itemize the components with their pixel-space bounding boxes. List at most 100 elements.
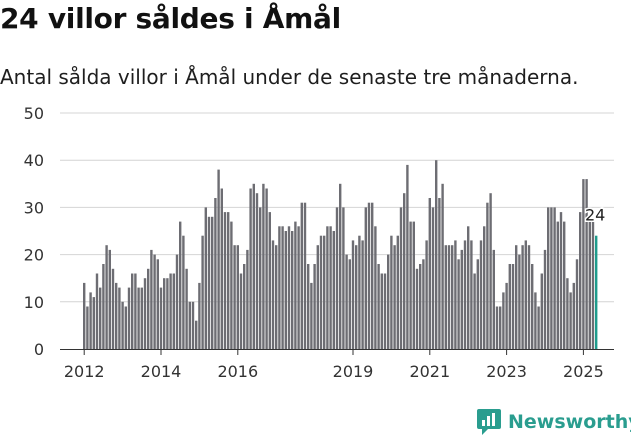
bars <box>83 160 598 349</box>
bar-140 <box>531 264 534 349</box>
bar-14 <box>127 287 131 349</box>
bar-0 <box>83 282 86 349</box>
chart-title: 24 villor såldes i Åmål <box>0 2 341 35</box>
newsworthy-icon <box>477 409 501 435</box>
bar-44 <box>223 212 227 349</box>
bar-91 <box>374 226 377 349</box>
bar-103 <box>412 221 415 349</box>
bar-33 <box>188 301 191 349</box>
bar-107 <box>425 240 428 349</box>
bar-138 <box>524 240 527 349</box>
bar-23 <box>156 259 159 349</box>
bar-46 <box>230 221 233 349</box>
bar-150 <box>563 221 566 349</box>
x-tick-label-2014: 2014 <box>141 362 182 381</box>
bar-104 <box>415 268 419 349</box>
bar-114 <box>447 245 451 349</box>
y-tick-label-40: 40 <box>24 151 44 170</box>
bar-132 <box>505 282 508 349</box>
bar-127 <box>489 193 492 349</box>
bar-13 <box>124 306 127 349</box>
bar-45 <box>227 212 230 349</box>
y-tick-label-50: 50 <box>24 104 44 123</box>
bar-152 <box>569 292 572 349</box>
bar-128 <box>492 249 495 349</box>
last-value-label: 24 <box>585 206 605 225</box>
bar-11 <box>118 287 121 349</box>
bar-83 <box>348 259 351 349</box>
bar-67 <box>297 226 300 349</box>
x-axis-labels: 2012 2014 2016 2019 2021 2023 2025 <box>64 349 604 381</box>
bar-148 <box>556 221 559 349</box>
bar-65 <box>291 231 294 349</box>
bar-12 <box>121 301 124 349</box>
bar-130 <box>499 306 502 349</box>
bar-126 <box>486 202 489 349</box>
bar-55 <box>259 207 262 349</box>
chart-subtitle: Antal sålda villor i Åmål under de senas… <box>0 65 579 89</box>
bar-82 <box>345 254 348 349</box>
bar-149 <box>559 212 563 349</box>
bar-63 <box>284 231 287 349</box>
bar-39 <box>207 216 211 349</box>
bar-4 <box>95 273 99 349</box>
bar-142 <box>537 306 540 349</box>
bar-115 <box>451 245 454 349</box>
bar-38 <box>204 207 207 349</box>
bar-19 <box>143 278 147 349</box>
x-tick-label-2012: 2012 <box>64 362 105 381</box>
bar-53 <box>252 183 255 349</box>
bar-71 <box>310 282 313 349</box>
bar-145 <box>547 207 550 349</box>
bar-1 <box>86 306 89 349</box>
bar-30 <box>179 221 182 349</box>
bar-123 <box>476 259 479 349</box>
bar-66 <box>294 221 297 349</box>
bar-29 <box>175 254 179 349</box>
brand-logo[interactable]: Newsworthy <box>476 408 631 436</box>
bar-108 <box>428 198 431 349</box>
bar-85 <box>355 245 358 349</box>
bar-36 <box>198 282 201 349</box>
bar-121 <box>470 240 473 349</box>
bar-22 <box>153 254 156 349</box>
bar-153 <box>572 282 575 349</box>
bar-87 <box>361 240 364 349</box>
bar-79 <box>335 207 339 349</box>
bar-61 <box>278 226 281 349</box>
x-tick-label-2016: 2016 <box>217 362 258 381</box>
bar-32 <box>185 268 188 349</box>
bar-106 <box>422 259 425 349</box>
bar-2 <box>89 292 92 349</box>
bar-89 <box>367 202 371 349</box>
bar-129 <box>495 306 499 349</box>
bar-24 <box>159 287 163 349</box>
bar-70 <box>307 264 310 349</box>
bar-27 <box>169 273 172 349</box>
y-tick-label-20: 20 <box>24 246 44 265</box>
bar-7 <box>105 245 108 349</box>
bar-122 <box>473 273 476 349</box>
bar-37 <box>201 235 204 349</box>
bar-131 <box>502 292 505 349</box>
bar-26 <box>166 278 169 349</box>
bar-147 <box>553 207 556 349</box>
bar-102 <box>409 221 412 349</box>
x-tick-label-2025: 2025 <box>563 362 604 381</box>
bar-157 <box>585 179 588 349</box>
bar-81 <box>342 207 345 349</box>
bar-100 <box>403 193 406 349</box>
bar-57 <box>265 188 268 349</box>
bar-95 <box>387 254 390 349</box>
bar-143 <box>540 273 543 349</box>
bar-72 <box>313 264 316 349</box>
bar-111 <box>438 198 441 349</box>
bar-86 <box>358 235 361 349</box>
x-tick-label-2023: 2023 <box>486 362 527 381</box>
bar-35 <box>195 320 198 349</box>
bar-134 <box>511 264 515 349</box>
bar-96 <box>390 235 393 349</box>
bar-69 <box>303 202 307 349</box>
bar-159 <box>591 221 595 349</box>
bar-76 <box>326 226 329 349</box>
